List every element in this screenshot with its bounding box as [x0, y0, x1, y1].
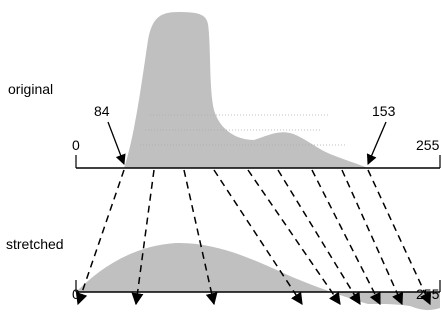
mapping-arrow-7 — [311, 169, 381, 306]
mapping-arrow-3 — [183, 169, 218, 306]
low-marker-arrow — [107, 121, 126, 165]
mapping-arrow-4 — [213, 169, 303, 306]
high-marker-label: 153 — [372, 103, 396, 119]
stretched-axis-max-label: 255 — [416, 286, 440, 302]
mapping-arrow-2 — [131, 169, 155, 306]
stretched-section-label: stretched — [6, 236, 64, 252]
stretched-histogram-shape — [76, 242, 440, 310]
high-marker-arrow — [366, 121, 387, 165]
original-histogram-shape — [124, 12, 368, 168]
original-axis-min-label: 0 — [72, 137, 80, 153]
original-histogram-guides — [140, 114, 345, 146]
mapping-arrow-9 — [367, 169, 431, 306]
original-section-label: original — [8, 81, 53, 97]
mapping-arrow-6 — [277, 169, 361, 306]
original-axis-max-label: 255 — [416, 137, 440, 153]
low-marker-label: 84 — [94, 103, 110, 119]
mapping-arrow-5 — [247, 169, 341, 305]
mapping-arrows — [75, 169, 431, 306]
mapping-arrow-8 — [341, 169, 404, 306]
stretched-axis-min-label: 0 — [72, 286, 80, 302]
